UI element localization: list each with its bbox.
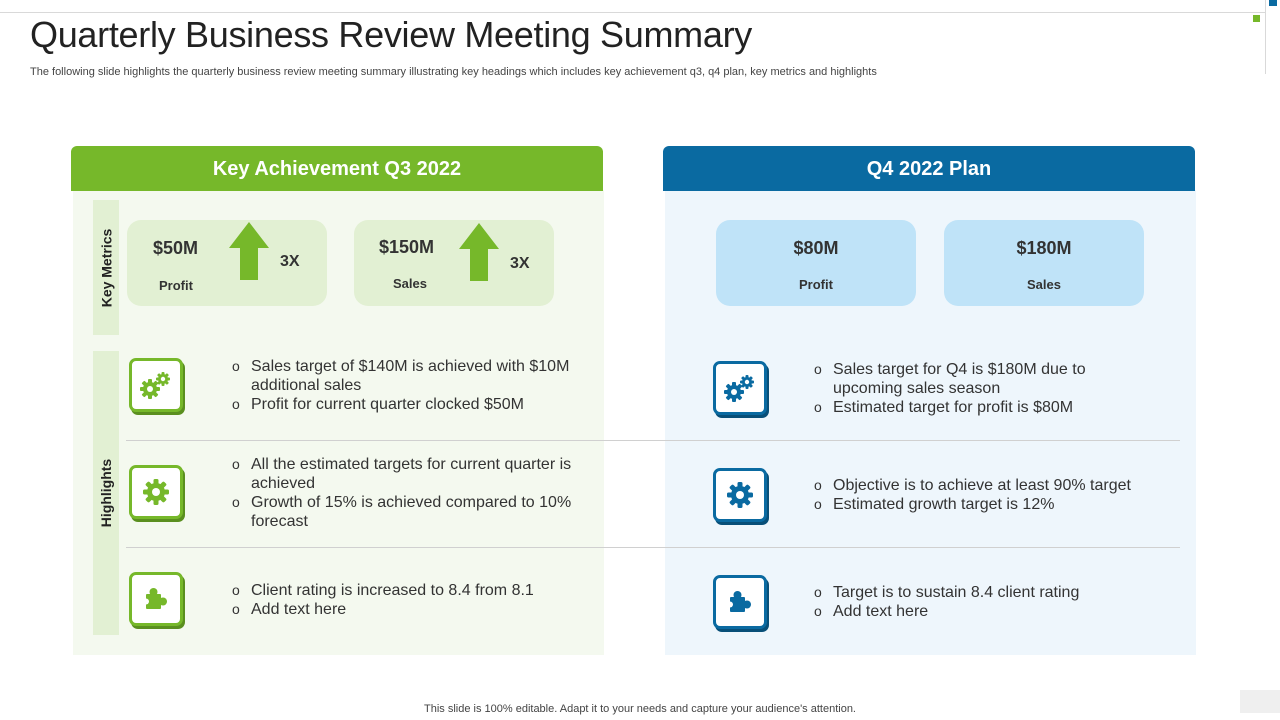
highlights-text: Highlights bbox=[98, 458, 114, 528]
list-item: Sales target for Q4 is $180M due to upco… bbox=[814, 360, 1114, 398]
list-item: Estimated target for profit is $80M bbox=[814, 398, 1114, 417]
list-item: Estimated growth target is 12% bbox=[814, 495, 1174, 514]
puzzle-icon bbox=[129, 572, 183, 626]
page-subtitle: The following slide highlights the quart… bbox=[30, 66, 877, 78]
q3-header: Key Achievement Q3 2022 bbox=[71, 146, 603, 191]
list-item: Profit for current quarter clocked $50M bbox=[232, 395, 592, 414]
list-item: Target is to sustain 8.4 client rating bbox=[814, 583, 1174, 602]
corner-accent-green bbox=[1253, 15, 1260, 22]
puzzle-icon bbox=[713, 575, 767, 629]
top-rule bbox=[0, 12, 1265, 13]
q4-profit-card: $80M Profit bbox=[716, 220, 916, 306]
list-item: Growth of 15% is achieved compared to 10… bbox=[232, 493, 582, 531]
q3-highlight-list: All the estimated targets for current qu… bbox=[232, 455, 582, 531]
q4-header: Q4 2022 Plan bbox=[663, 146, 1195, 191]
footer-note: This slide is 100% editable. Adapt it to… bbox=[424, 703, 856, 715]
corner-accent-grey bbox=[1240, 690, 1280, 713]
q3-profit-card: $50M Profit 3X bbox=[127, 220, 327, 306]
metric-multiplier: 3X bbox=[510, 255, 530, 272]
q4-highlight-list: Objective is to achieve at least 90% tar… bbox=[814, 476, 1174, 514]
q4-highlight-list: Target is to sustain 8.4 client rating A… bbox=[814, 583, 1174, 621]
up-arrow-icon bbox=[459, 223, 499, 281]
q3-highlight-list: Client rating is increased to 8.4 from 8… bbox=[232, 581, 582, 619]
gear-icon bbox=[129, 465, 183, 519]
row-divider bbox=[126, 440, 1180, 441]
list-item: All the estimated targets for current qu… bbox=[232, 455, 582, 493]
q4-sales-card: $180M Sales bbox=[944, 220, 1144, 306]
metric-label: Sales bbox=[1027, 277, 1061, 292]
key-metrics-text: Key Metrics bbox=[98, 228, 114, 307]
q3-highlight-list: Sales target of $140M is achieved with $… bbox=[232, 357, 592, 414]
list-item: Add text here bbox=[232, 600, 582, 619]
metric-label: Profit bbox=[159, 278, 193, 293]
metric-value: $150M bbox=[379, 237, 435, 257]
list-item: Sales target of $140M is achieved with $… bbox=[232, 357, 592, 395]
up-arrow-icon bbox=[229, 222, 269, 280]
list-item: Client rating is increased to 8.4 from 8… bbox=[232, 581, 582, 600]
row-divider bbox=[126, 547, 1180, 548]
metric-value: $180M bbox=[1016, 238, 1072, 258]
list-item: Add text here bbox=[814, 602, 1174, 621]
q3-sales-card: $150M Sales 3X bbox=[354, 220, 554, 306]
page-title: Quarterly Business Review Meeting Summar… bbox=[30, 14, 752, 55]
metric-value: $80M bbox=[793, 238, 839, 258]
highlights-label: Highlights bbox=[93, 351, 119, 635]
key-metrics-label: Key Metrics bbox=[93, 200, 119, 335]
list-item: Objective is to achieve at least 90% tar… bbox=[814, 476, 1174, 495]
gears-icon bbox=[129, 358, 183, 412]
corner-rule bbox=[1265, 0, 1266, 74]
metric-label: Sales bbox=[393, 276, 427, 291]
metric-label: Profit bbox=[799, 277, 833, 292]
gears-icon bbox=[713, 361, 767, 415]
metric-value: $50M bbox=[153, 238, 199, 258]
gear-icon bbox=[713, 468, 767, 522]
corner-accent-blue bbox=[1269, 0, 1277, 6]
metric-multiplier: 3X bbox=[280, 253, 300, 270]
q4-highlight-list: Sales target for Q4 is $180M due to upco… bbox=[814, 360, 1114, 417]
